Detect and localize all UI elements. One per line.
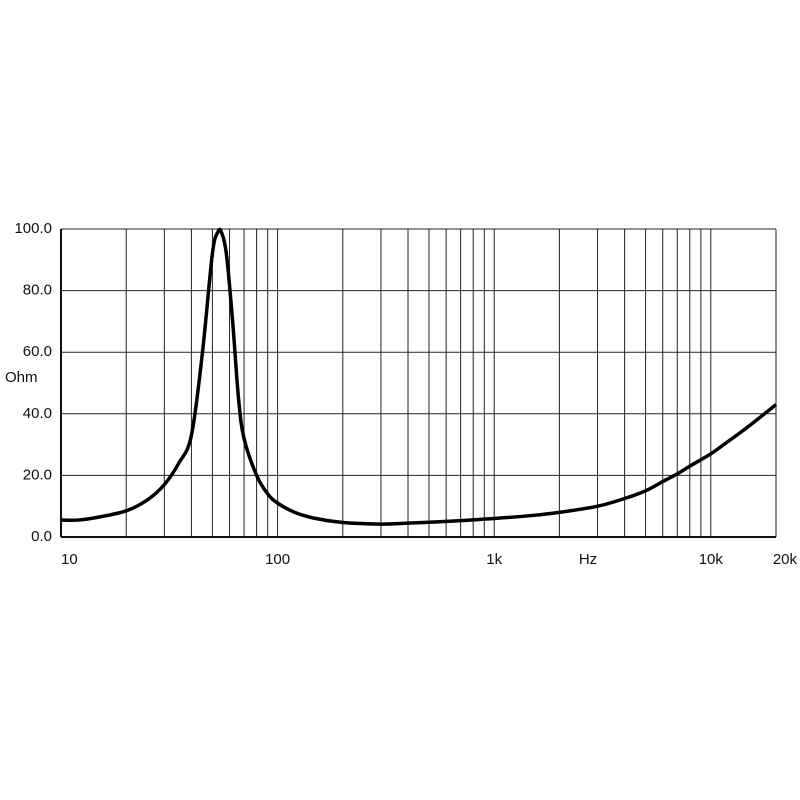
y-tick-label: 100.0 bbox=[14, 220, 52, 237]
impedance-curve bbox=[60, 227, 778, 526]
y-tick-label: 60.0 bbox=[23, 343, 52, 360]
y-tick-label: 40.0 bbox=[23, 405, 52, 422]
x-axis-label: Hz bbox=[579, 551, 597, 568]
x-tick-label: 10 bbox=[61, 551, 78, 568]
y-tick-label: 20.0 bbox=[23, 466, 52, 483]
x-tick-label: 20k bbox=[773, 551, 798, 568]
y-axis-label: Ohm bbox=[5, 369, 38, 386]
x-tick-label: 10k bbox=[699, 551, 724, 568]
x-tick-label: 100 bbox=[265, 551, 290, 568]
y-tick-label: 0.0 bbox=[31, 528, 52, 545]
y-tick-label: 80.0 bbox=[23, 282, 52, 299]
x-tick-label: 1k bbox=[486, 551, 502, 568]
